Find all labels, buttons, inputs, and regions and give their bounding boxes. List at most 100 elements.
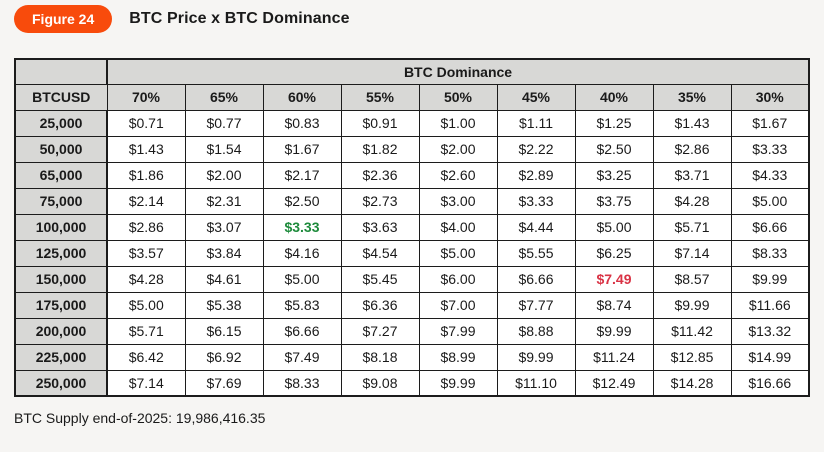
value-cell: $7.00 <box>418 291 498 319</box>
value-cell: $2.60 <box>418 161 498 189</box>
row-label: 150,000 <box>14 265 108 293</box>
value-cell: $12.85 <box>652 343 732 371</box>
row-label: 65,000 <box>14 161 108 189</box>
column-header-40pct: 40% <box>574 83 654 111</box>
row-header-cell: BTCUSD <box>14 83 108 111</box>
btc-price-dominance-table: BTC Dominance BTCUSD 70% 65% 60% 55% 50% 45% 4… <box>14 58 810 397</box>
value-cell: $3.84 <box>184 239 264 267</box>
value-cell: $6.00 <box>418 265 498 293</box>
value-cell: $5.55 <box>496 239 576 267</box>
value-cell: $11.10 <box>496 369 576 397</box>
value-cell: $5.83 <box>262 291 342 319</box>
value-cell: $5.00 <box>730 187 810 215</box>
value-cell: $1.67 <box>730 109 810 137</box>
figure-header: Figure 24 BTC Price x BTC Dominance <box>0 0 824 33</box>
table-row-150000: 150,000 $4.28 $4.61 $5.00 $5.45 $6.00 $6.66 $7.… <box>14 265 810 293</box>
value-cell: $9.99 <box>496 343 576 371</box>
value-cell: $4.33 <box>730 161 810 189</box>
value-cell: $2.73 <box>340 187 420 215</box>
table-row-175000: 175,000 $5.00 $5.38 $5.83 $6.36 $7.00 $7.77 $8.… <box>14 291 810 319</box>
value-cell: $6.15 <box>184 317 264 345</box>
value-cell: $4.61 <box>184 265 264 293</box>
value-cell: $7.49 <box>262 343 342 371</box>
column-header-45pct: 45% <box>496 83 576 111</box>
value-cell: $8.99 <box>418 343 498 371</box>
value-cell: $7.99 <box>418 317 498 345</box>
value-cell: $16.66 <box>730 369 810 397</box>
value-cell: $8.88 <box>496 317 576 345</box>
value-cell: $5.71 <box>652 213 732 241</box>
table-row-25000: 25,000 $0.71 $0.77 $0.83 $0.91 $1.00 $1.11 $1.2… <box>14 109 810 137</box>
value-cell: $4.00 <box>418 213 498 241</box>
row-label: 250,000 <box>14 369 108 397</box>
value-cell: $8.33 <box>730 239 810 267</box>
value-cell: $7.14 <box>106 369 186 397</box>
value-cell: $6.92 <box>184 343 264 371</box>
value-cell: $2.36 <box>340 161 420 189</box>
value-cell: $2.86 <box>106 213 186 241</box>
value-cell: $1.82 <box>340 135 420 163</box>
value-cell: $0.71 <box>106 109 186 137</box>
row-label: 225,000 <box>14 343 108 371</box>
value-cell: $6.42 <box>106 343 186 371</box>
column-header-65pct: 65% <box>184 83 264 111</box>
value-cell: $9.99 <box>652 291 732 319</box>
value-cell: $4.16 <box>262 239 342 267</box>
value-cell: $2.14 <box>106 187 186 215</box>
value-cell: $7.49 <box>574 265 654 293</box>
table-row-100000: 100,000 $2.86 $3.07 $3.33 $3.63 $4.00 $4.44 $5.… <box>14 213 810 241</box>
value-cell: $0.77 <box>184 109 264 137</box>
value-cell: $4.28 <box>106 265 186 293</box>
row-label: 100,000 <box>14 213 108 241</box>
value-cell: $2.50 <box>262 187 342 215</box>
value-cell: $5.38 <box>184 291 264 319</box>
corner-cell <box>14 58 108 85</box>
value-cell: $12.49 <box>574 369 654 397</box>
value-cell: $3.33 <box>496 187 576 215</box>
value-cell: $3.33 <box>730 135 810 163</box>
value-cell: $5.00 <box>106 291 186 319</box>
row-label: 75,000 <box>14 187 108 215</box>
value-cell: $2.00 <box>184 161 264 189</box>
value-cell: $14.99 <box>730 343 810 371</box>
value-cell: $9.99 <box>418 369 498 397</box>
value-cell: $8.18 <box>340 343 420 371</box>
value-cell: $6.66 <box>262 317 342 345</box>
value-cell: $6.25 <box>574 239 654 267</box>
value-cell: $1.86 <box>106 161 186 189</box>
value-cell: $9.99 <box>574 317 654 345</box>
value-cell: $2.50 <box>574 135 654 163</box>
value-cell: $8.57 <box>652 265 732 293</box>
value-cell: $2.31 <box>184 187 264 215</box>
value-cell: $6.66 <box>496 265 576 293</box>
value-cell: $5.45 <box>340 265 420 293</box>
value-cell: $2.86 <box>652 135 732 163</box>
column-header-70pct: 70% <box>106 83 186 111</box>
value-cell: $1.25 <box>574 109 654 137</box>
column-header-row: BTCUSD 70% 65% 60% 55% 50% 45% 40% 35% 30% <box>14 83 810 111</box>
btc-supply-footnote: BTC Supply end-of-2025: 19,986,416.35 <box>14 410 266 426</box>
value-cell: $1.11 <box>496 109 576 137</box>
value-cell: $11.24 <box>574 343 654 371</box>
value-cell: $13.32 <box>730 317 810 345</box>
value-cell: $3.75 <box>574 187 654 215</box>
value-cell: $0.83 <box>262 109 342 137</box>
value-cell: $7.27 <box>340 317 420 345</box>
value-cell: $4.44 <box>496 213 576 241</box>
value-cell: $1.54 <box>184 135 264 163</box>
value-cell: $0.91 <box>340 109 420 137</box>
value-cell: $3.33 <box>262 213 342 241</box>
value-cell: $11.42 <box>652 317 732 345</box>
row-label: 50,000 <box>14 135 108 163</box>
value-cell: $1.43 <box>106 135 186 163</box>
value-cell: $1.43 <box>652 109 732 137</box>
column-header-30pct: 30% <box>730 83 810 111</box>
value-cell: $6.36 <box>340 291 420 319</box>
value-cell: $9.08 <box>340 369 420 397</box>
value-cell: $5.00 <box>262 265 342 293</box>
table-row-125000: 125,000 $3.57 $3.84 $4.16 $4.54 $5.00 $5.55 $6.… <box>14 239 810 267</box>
value-cell: $7.77 <box>496 291 576 319</box>
value-cell: $2.17 <box>262 161 342 189</box>
row-label: 175,000 <box>14 291 108 319</box>
value-cell: $4.54 <box>340 239 420 267</box>
